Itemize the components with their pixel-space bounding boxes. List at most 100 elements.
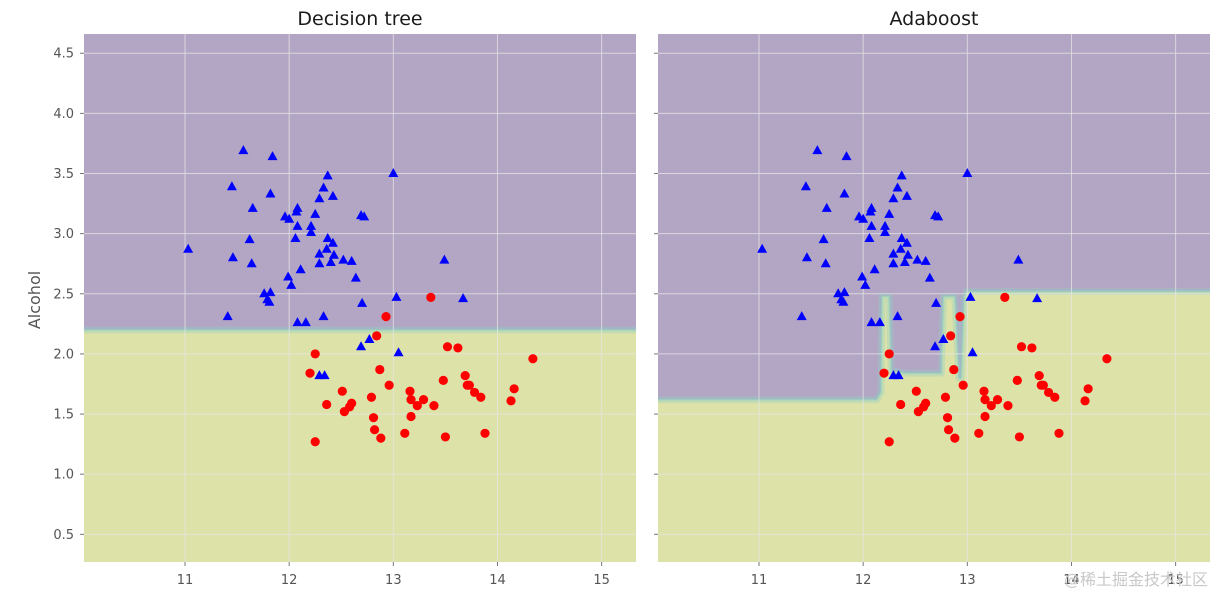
adaboost-panel: 11 12 13 14 15 Adaboost [654,8,1210,588]
decision-tree-class0-point [283,271,294,281]
adaboost-class1-point [1034,370,1044,381]
adaboost-class0-point [800,181,811,191]
decision-tree-xtick-label: 13 [385,573,402,588]
adaboost-title: Adaboost [889,8,978,30]
decision-tree-xtick-label: 15 [593,573,610,588]
decision-tree-ytick-label: 4.0 [53,107,74,122]
adaboost-class1-point [958,380,968,390]
adaboost-plot-area [658,34,1210,562]
decision-tree-class1-point [366,392,377,402]
decision-tree-class0-point [267,151,278,161]
decision-tree-ytick-label: 4.5 [53,47,74,62]
decision-tree-class0-point [183,243,194,253]
decision-tree-class1-point [369,425,380,435]
adaboost-class0-point [866,220,877,230]
decision-tree-ytick-label: 1.5 [53,408,74,423]
decision-tree-class1-point [384,380,394,390]
adaboost-class0-point [901,237,912,247]
adaboost-class0-point [892,311,903,321]
adaboost-class1-point [955,312,965,322]
adaboost-class0-point [820,258,831,268]
adaboost-class0-point [757,243,768,253]
adaboost-class1-point [986,401,996,411]
decision-tree-class0-point [328,249,339,259]
adaboost-class1-point [1050,392,1060,402]
adaboost-class0-point [965,291,976,301]
adaboost-class0-point [924,272,935,282]
adaboost-xtick-label: 12 [855,573,872,588]
adaboost-class1-point [896,399,906,410]
adaboost-class1-point [946,331,956,341]
decision-tree-class1-point [412,401,422,411]
decision-tree-class1-point [429,401,439,411]
watermark: @稀土掘金技术社区 [1064,570,1208,589]
adaboost-class0-point [796,311,807,321]
decision-tree-class0-point [284,213,295,223]
adaboost-class1-point [1043,387,1054,398]
decision-tree-plot-area [84,34,636,562]
decision-tree-class0-point [327,190,338,200]
decision-tree-class0-point [346,255,357,265]
adaboost-class0-point [857,271,868,281]
decision-tree-class0-point [244,234,255,244]
decision-tree-ytick-label: 1.0 [53,468,74,483]
adaboost-class0-point [895,243,906,253]
adaboost-class0-point [899,257,910,267]
decision-tree-class0-point [391,291,402,301]
adaboost-class0-point [902,249,913,259]
adaboost-class1-point [950,433,960,443]
adaboost-class1-point [980,395,990,405]
adaboost-class0-point [888,258,899,268]
adaboost-class1-point [1000,292,1010,302]
decision-tree-class1-point [469,387,480,398]
decision-tree-class1-point [438,375,448,385]
decision-tree-class1-point [310,349,320,359]
adaboost-class1-point [879,368,889,378]
decision-tree-class0-point [246,258,257,268]
adaboost-class0-point [841,151,852,161]
decision-tree-class0-point [314,193,325,203]
decision-tree-class1-point [406,395,416,405]
adaboost-class0-point [839,287,850,297]
decision-tree-class1-point [376,433,386,443]
adaboost-class0-point [858,213,869,223]
decision-tree-class0-point [322,170,333,180]
decision-tree-class1-point [528,354,538,364]
adaboost-class1-point [1014,432,1025,442]
decision-tree-class0-point [356,341,367,351]
adaboost-class0-point [821,202,832,212]
decision-tree-class1-point [305,368,315,378]
adaboost-class1-point [884,437,894,447]
decision-tree-class1-point [368,413,379,423]
adaboost-class0-point [884,208,895,218]
decision-tree-ytick-label: 2.0 [53,347,74,362]
adaboost-class0-point [801,252,812,262]
decision-tree-class0-point [388,168,399,178]
decision-tree-xtick-label: 12 [281,573,298,588]
decision-tree-class1-point [339,407,349,417]
adaboost-class0-point [838,296,849,306]
adaboost-class0-point [865,206,876,216]
adaboost-class0-point [931,297,942,307]
decision-tree-xtick-label: 14 [489,573,506,588]
adaboost-class1-point [974,428,984,438]
adaboost-class0-point [880,226,891,236]
decision-tree-class0-point [319,370,330,380]
adaboost-class0-point [938,333,949,343]
adaboost-class0-point [869,264,880,274]
decision-tree-class0-point [393,347,404,357]
decision-tree-class1-point [310,437,320,447]
decision-tree-class1-point [381,312,391,322]
adaboost-class1-point [979,386,989,396]
adaboost-class0-point [962,168,973,178]
adaboost-class0-point [888,193,899,203]
adaboost-class1-point [1027,343,1037,353]
adaboost-class1-point [884,349,894,359]
adaboost-class1-point [1054,428,1064,438]
decision-tree-class1-point [464,380,474,390]
decision-tree-class1-point [460,370,470,381]
decision-tree-panel: 11 12 13 14 15 0.5 1.0 1.5 2.0 2.5 3.0 3.5 4.0 4.5 Dec… [53,8,636,588]
decision-tree-class0-point [364,333,375,343]
adaboost-class0-point [933,211,944,221]
decision-tree-class0-point [359,211,370,221]
